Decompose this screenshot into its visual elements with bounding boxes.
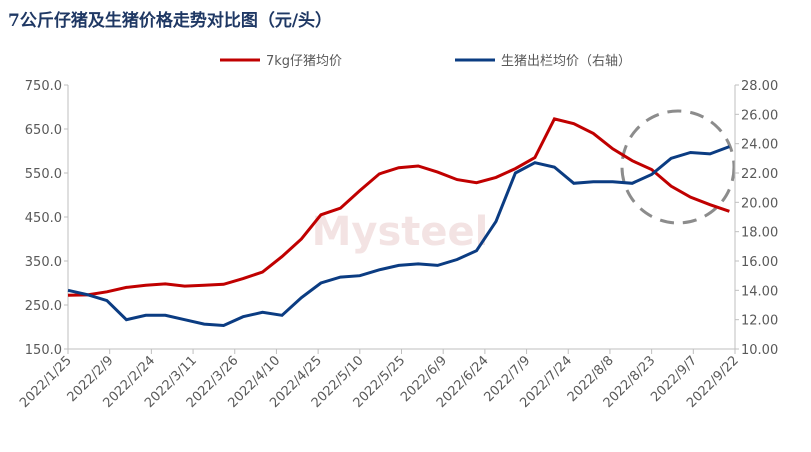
y-tick-label: 150.0 — [25, 343, 62, 358]
y2-tick-label: 10.00 — [741, 343, 778, 358]
y2-tick-label: 14.00 — [741, 284, 778, 299]
y2-tick-label: 26.00 — [741, 108, 778, 123]
y2-tick-label: 18.00 — [741, 226, 778, 241]
y-tick-label: 250.0 — [25, 299, 62, 314]
y2-tick-label: 16.00 — [741, 255, 778, 270]
x-tick-label: 2022/1/25 — [17, 353, 75, 411]
y-tick-label: 650.0 — [25, 123, 62, 138]
series-line — [67, 145, 730, 328]
legend-label: 7kg仔猪均价 — [266, 54, 342, 69]
y-tick-label: 350.0 — [25, 255, 62, 270]
y2-tick-label: 20.00 — [741, 196, 778, 211]
highlight-circle — [620, 109, 736, 225]
y2-tick-label: 28.00 — [741, 79, 778, 94]
y-tick-label: 450.0 — [25, 211, 62, 226]
series-line — [67, 117, 730, 297]
y2-tick-label: 12.00 — [741, 314, 778, 329]
y-tick-label: 550.0 — [25, 167, 62, 182]
watermark: Mysteel — [312, 209, 489, 255]
chart-title: 7公斤仔猪及生猪价格走势对比图（元/头） — [8, 10, 332, 31]
y-tick-label: 750.0 — [25, 79, 62, 94]
y2-tick-label: 22.00 — [741, 167, 778, 182]
y2-tick-label: 24.00 — [741, 138, 778, 153]
legend-label: 生猪出栏均价（右轴） — [501, 54, 631, 69]
